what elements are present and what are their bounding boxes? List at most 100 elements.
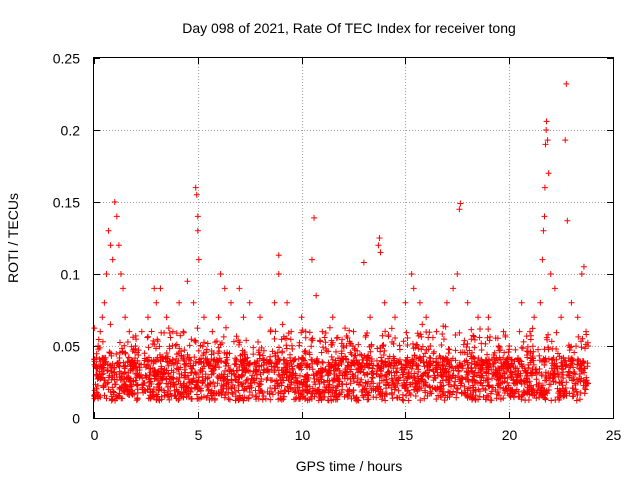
data-point	[442, 376, 449, 383]
data-point	[126, 374, 133, 381]
data-point	[344, 364, 351, 371]
data-point	[177, 348, 184, 355]
data-point	[202, 371, 209, 378]
data-point	[351, 353, 358, 360]
data-point	[496, 374, 503, 381]
data-point	[166, 330, 173, 337]
data-point	[320, 388, 327, 395]
data-point	[163, 350, 170, 357]
data-point	[433, 386, 440, 393]
data-point	[308, 343, 315, 350]
data-point	[232, 372, 239, 379]
data-point	[132, 332, 139, 339]
data-point	[249, 392, 256, 399]
data-point	[540, 227, 547, 234]
data-point	[369, 374, 376, 381]
data-point	[558, 314, 565, 321]
data-point	[199, 373, 206, 380]
data-point	[568, 360, 575, 367]
data-point	[96, 356, 103, 363]
data-point	[555, 370, 562, 377]
data-point	[504, 362, 511, 369]
data-point	[552, 397, 559, 404]
data-point	[133, 381, 140, 388]
data-point	[233, 333, 240, 340]
data-point	[275, 271, 282, 277]
data-point	[583, 328, 590, 335]
data-point	[286, 362, 293, 369]
data-point	[145, 383, 152, 390]
data-point	[464, 299, 471, 306]
data-point	[145, 333, 152, 340]
data-point	[497, 380, 504, 387]
data-point	[508, 369, 515, 376]
data-point	[247, 360, 254, 367]
data-point	[190, 299, 197, 306]
data-point	[373, 371, 380, 378]
data-point	[169, 328, 176, 335]
data-point	[478, 340, 485, 347]
data-point	[494, 357, 501, 364]
data-point	[446, 346, 453, 353]
data-point	[440, 336, 447, 343]
data-point	[324, 377, 331, 384]
data-point	[342, 370, 349, 377]
data-point	[545, 170, 552, 177]
data-point	[531, 314, 538, 321]
data-point	[105, 227, 112, 234]
data-point	[164, 383, 171, 390]
data-point	[167, 334, 174, 341]
data-point	[322, 329, 329, 336]
data-point	[309, 390, 316, 397]
data-point	[566, 370, 573, 377]
data-point	[222, 367, 229, 374]
data-point	[342, 353, 349, 360]
data-point	[490, 360, 497, 367]
data-point	[220, 377, 227, 384]
data-point	[347, 368, 354, 375]
data-point	[524, 348, 531, 355]
data-point	[453, 385, 460, 392]
data-point	[154, 338, 161, 345]
data-point	[93, 350, 100, 357]
data-point	[563, 392, 570, 399]
data-point	[200, 350, 207, 357]
data-point	[542, 389, 549, 396]
data-point	[204, 375, 211, 382]
data-point	[168, 360, 175, 367]
data-point	[457, 380, 464, 387]
data-point	[331, 392, 338, 399]
data-point	[477, 368, 484, 375]
data-point	[100, 365, 107, 372]
data-point	[553, 346, 560, 353]
data-point	[423, 346, 430, 353]
x-tick-label: 15	[398, 427, 414, 443]
data-point	[390, 340, 397, 347]
data-point	[521, 390, 528, 397]
data-point	[338, 359, 345, 366]
data-point	[358, 376, 365, 383]
data-point	[158, 375, 165, 382]
data-point	[151, 393, 158, 400]
data-point	[248, 379, 255, 386]
data-point	[341, 372, 348, 379]
data-point	[485, 382, 492, 389]
data-point	[408, 373, 415, 380]
data-point	[405, 387, 412, 394]
data-point	[348, 351, 355, 358]
data-point	[471, 344, 478, 351]
data-point	[483, 368, 490, 375]
data-point	[329, 314, 336, 321]
data-point	[246, 360, 253, 367]
data-point	[487, 397, 494, 404]
data-point	[413, 362, 420, 369]
data-point	[147, 388, 154, 395]
data-point	[453, 394, 460, 401]
data-point	[486, 383, 493, 390]
data-point	[471, 379, 478, 386]
data-point	[221, 285, 228, 292]
data-point	[132, 363, 139, 370]
data-point	[535, 382, 542, 389]
data-point	[524, 372, 531, 379]
data-point	[382, 390, 389, 397]
